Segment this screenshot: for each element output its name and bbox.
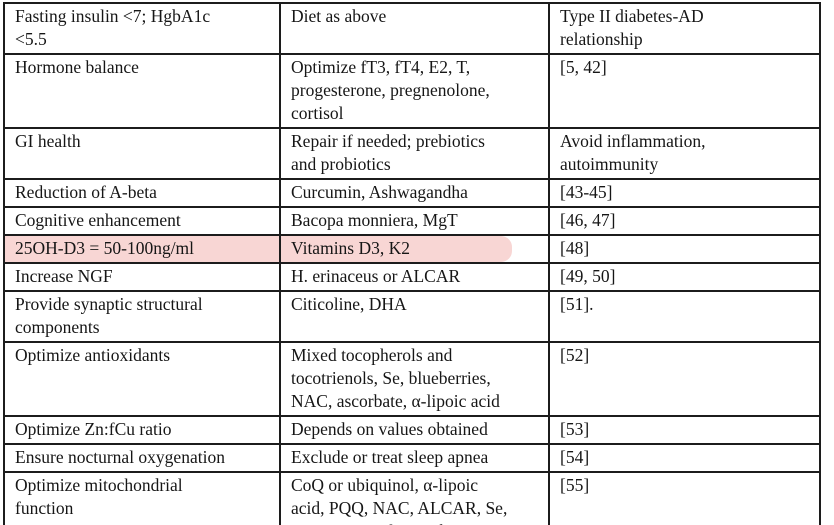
highlighted-row: 25OH-D3 = 50-100ng/ml Vitamins D3, K2 [4…	[3, 234, 821, 264]
reference-cell: Avoid inflammation, autoimmunity	[548, 127, 821, 180]
goal-text: GI health	[15, 131, 81, 151]
goal-text: Optimize mitochondrial function	[15, 475, 183, 518]
reference-text: [5, 42]	[560, 57, 607, 77]
reference-cell: [46, 47]	[548, 206, 821, 236]
table-row: Increase NGF H. erinaceus or ALCAR [49, …	[3, 262, 821, 292]
approach-text: Vitamins D3, K2	[291, 238, 411, 258]
table-row: Reduction of A-beta Curcumin, Ashwagandh…	[3, 178, 821, 208]
goal-cell: Hormone balance	[3, 53, 281, 129]
goal-cell-highlighted: 25OH-D3 = 50-100ng/ml	[3, 234, 281, 264]
goal-text: Increase NGF	[15, 266, 113, 286]
goal-text: Optimize Zn:fCu ratio	[15, 419, 172, 439]
goal-text: Provide synaptic structural components	[15, 294, 203, 337]
goal-text: Ensure nocturnal oxygenation	[15, 447, 225, 467]
table-row: Ensure nocturnal oxygenation Exclude or …	[3, 443, 821, 473]
reference-text: [54]	[560, 447, 590, 467]
approach-text: Exclude or treat sleep apnea	[291, 447, 489, 467]
approach-cell: Repair if needed; prebiotics and probiot…	[279, 127, 550, 180]
approach-cell: Curcumin, Ashwagandha	[279, 178, 550, 208]
goal-cell: GI health	[3, 127, 281, 180]
table-row: Provide synaptic structural components C…	[3, 290, 821, 343]
reference-cell: [48]	[548, 234, 821, 264]
goal-text: Hormone balance	[15, 57, 139, 77]
table-row: GI health Repair if needed; prebiotics a…	[3, 127, 821, 180]
reference-cell: Type II diabetes-AD relationship	[548, 2, 821, 55]
approach-text: Repair if needed; prebiotics and probiot…	[291, 131, 485, 174]
reference-text: [52]	[560, 345, 590, 365]
reference-cell: [54]	[548, 443, 821, 473]
goal-text: Cognitive enhancement	[15, 210, 181, 230]
goal-cell: Reduction of A-beta	[3, 178, 281, 208]
approach-cell-highlighted: Vitamins D3, K2	[279, 234, 550, 264]
table-row: Optimize antioxidants Mixed tocopherols …	[3, 341, 821, 417]
reference-text: [51].	[560, 294, 594, 314]
reference-text: [48]	[560, 238, 590, 258]
reference-cell: [51].	[548, 290, 821, 343]
goal-cell: Optimize mitochondrial function	[3, 471, 281, 525]
reference-text: [43-45]	[560, 182, 613, 202]
approach-cell: Diet as above	[279, 2, 550, 55]
approach-text: Curcumin, Ashwagandha	[291, 182, 468, 202]
goal-cell: Ensure nocturnal oxygenation	[3, 443, 281, 473]
table-row: Cognitive enhancement Bacopa monniera, M…	[3, 206, 821, 236]
goal-text: 25OH-D3 = 50-100ng/ml	[15, 238, 195, 258]
reference-text: [46, 47]	[560, 210, 616, 230]
approach-text: Diet as above	[291, 6, 387, 26]
reference-cell: [49, 50]	[548, 262, 821, 292]
approach-cell: Exclude or treat sleep apnea	[279, 443, 550, 473]
approach-text: Depends on values obtained	[291, 419, 488, 439]
goal-cell: Fasting insulin <7; HgbA1c <5.5	[3, 2, 281, 55]
reference-text: [49, 50]	[560, 266, 616, 286]
approach-text: Citicoline, DHA	[291, 294, 407, 314]
goal-cell: Optimize antioxidants	[3, 341, 281, 417]
approach-text: Optimize fT3, fT4, E2, T, progesterone, …	[291, 57, 490, 123]
reference-cell: [55]	[548, 471, 821, 525]
approach-text: Bacopa monniera, MgT	[291, 210, 458, 230]
goal-text: Optimize antioxidants	[15, 345, 171, 365]
goal-text: Fasting insulin <7; HgbA1c <5.5	[15, 6, 211, 49]
approach-cell: Depends on values obtained	[279, 415, 550, 445]
reference-cell: [52]	[548, 341, 821, 417]
approach-text: H. erinaceus or ALCAR	[291, 266, 461, 286]
goal-cell: Optimize Zn:fCu ratio	[3, 415, 281, 445]
reference-text: [55]	[560, 475, 590, 495]
table-row: Optimize mitochondrial function CoQ or u…	[3, 471, 821, 525]
approach-cell: Mixed tocopherols and tocotrienols, Se, …	[279, 341, 550, 417]
reference-text: Type II diabetes-AD relationship	[560, 6, 704, 49]
goal-cell: Cognitive enhancement	[3, 206, 281, 236]
reference-cell: [53]	[548, 415, 821, 445]
therapeutic-program-table: Fasting insulin <7; HgbA1c <5.5 Diet as …	[3, 2, 821, 525]
approach-text: Mixed tocopherols and tocotrienols, Se, …	[291, 345, 500, 411]
reference-cell: [5, 42]	[548, 53, 821, 129]
table-row: Optimize Zn:fCu ratio Depends on values …	[3, 415, 821, 445]
approach-cell: Optimize fT3, fT4, E2, T, progesterone, …	[279, 53, 550, 129]
reference-text: [53]	[560, 419, 590, 439]
reference-text: Avoid inflammation, autoimmunity	[560, 131, 706, 174]
goal-cell: Increase NGF	[3, 262, 281, 292]
reference-cell: [43-45]	[548, 178, 821, 208]
approach-cell: H. erinaceus or ALCAR	[279, 262, 550, 292]
approach-cell: Bacopa monniera, MgT	[279, 206, 550, 236]
approach-cell: CoQ or ubiquinol, α-lipoic acid, PQQ, NA…	[279, 471, 550, 525]
approach-text: CoQ or ubiquinol, α-lipoic acid, PQQ, NA…	[291, 475, 508, 525]
goal-text: Reduction of A-beta	[15, 182, 157, 202]
goal-cell: Provide synaptic structural components	[3, 290, 281, 343]
table-row: Hormone balance Optimize fT3, fT4, E2, T…	[3, 53, 821, 129]
approach-cell: Citicoline, DHA	[279, 290, 550, 343]
table-row: Fasting insulin <7; HgbA1c <5.5 Diet as …	[3, 2, 821, 55]
